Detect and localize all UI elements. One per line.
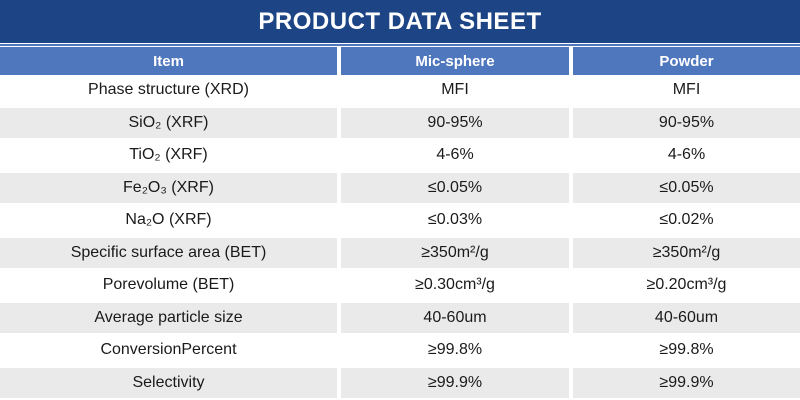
cell-powder: ≤0.05% <box>573 172 800 203</box>
cell-powder: ≥0.20cm³/g <box>573 270 800 301</box>
cell-item: Na₂O (XRF) <box>0 205 337 236</box>
cell-item: Selectivity <box>0 367 337 398</box>
cell-item: Phase structure (XRD) <box>0 75 337 106</box>
cell-mic-sphere: 90-95% <box>341 107 569 138</box>
cell-powder: MFI <box>573 75 800 106</box>
cell-mic-sphere: ≥99.9% <box>341 367 569 398</box>
cell-powder: 90-95% <box>573 107 800 138</box>
cell-powder: ≥350m²/g <box>573 237 800 268</box>
cell-mic-sphere: 4-6% <box>341 140 569 171</box>
cell-mic-sphere: MFI <box>341 75 569 106</box>
cell-mic-sphere: ≤0.05% <box>341 172 569 203</box>
column-header-item: Item <box>0 47 337 75</box>
cell-powder: ≥99.9% <box>573 367 800 398</box>
title-bar: PRODUCT DATA SHEET <box>0 0 800 43</box>
cell-item: Specific surface area (BET) <box>0 237 337 268</box>
cell-powder: 4-6% <box>573 140 800 171</box>
cell-mic-sphere: ≤0.03% <box>341 205 569 236</box>
column-header-mic-sphere: Mic-sphere <box>341 47 569 75</box>
table-body: Phase structure (XRD) MFI MFI SiO₂ (XRF)… <box>0 75 800 398</box>
cell-mic-sphere: 40-60um <box>341 302 569 333</box>
cell-item: Average particle size <box>0 302 337 333</box>
cell-item: Fe₂O₃ (XRF) <box>0 172 337 203</box>
cell-powder: 40-60um <box>573 302 800 333</box>
cell-item: Porevolume (BET) <box>0 270 337 301</box>
column-header-powder: Powder <box>573 47 800 75</box>
cell-item: TiO₂ (XRF) <box>0 140 337 171</box>
cell-powder: ≥99.8% <box>573 335 800 366</box>
cell-item: ConversionPercent <box>0 335 337 366</box>
cell-mic-sphere: ≥0.30cm³/g <box>341 270 569 301</box>
page-title: PRODUCT DATA SHEET <box>258 7 542 35</box>
title-divider <box>0 43 800 47</box>
cell-powder: ≤0.02% <box>573 205 800 236</box>
cell-mic-sphere: ≥99.8% <box>341 335 569 366</box>
table-header-row: Item Mic-sphere Powder <box>0 47 800 75</box>
cell-mic-sphere: ≥350m²/g <box>341 237 569 268</box>
cell-item: SiO₂ (XRF) <box>0 107 337 138</box>
divider-line <box>0 44 800 46</box>
